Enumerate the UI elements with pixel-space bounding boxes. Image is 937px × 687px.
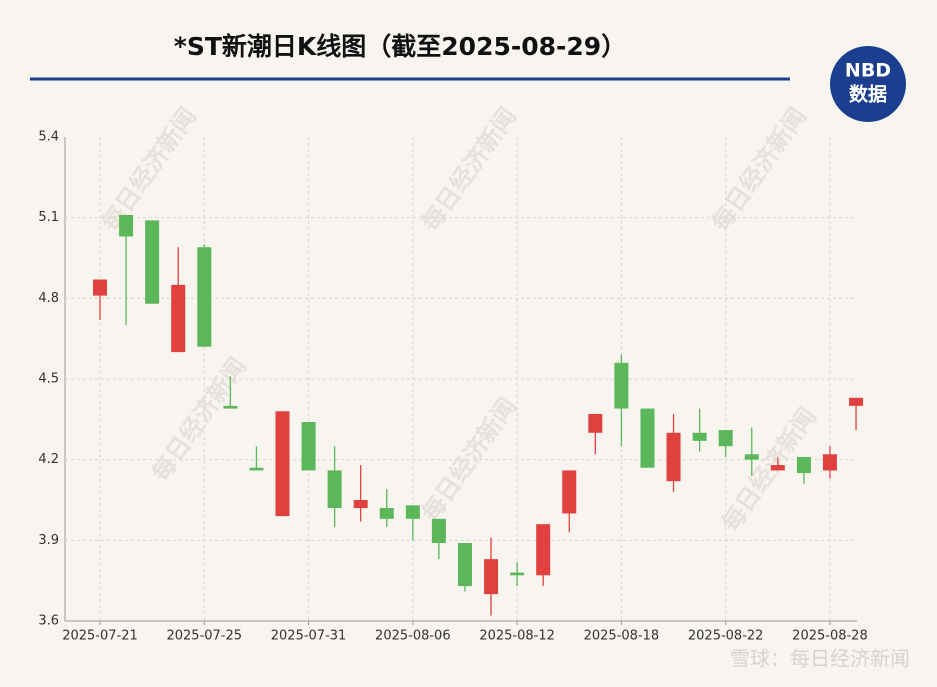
y-tick-label: 5.4 <box>38 130 59 145</box>
y-tick-label: 5.1 <box>38 210 59 225</box>
candle-body <box>666 432 681 482</box>
x-tick-label: 2025-07-21 <box>62 629 138 644</box>
candle-body <box>457 543 472 587</box>
candle-body <box>171 284 186 353</box>
chart-title: *ST新潮日K线图（截至2025-08-29） <box>174 32 626 61</box>
y-tick-label: 4.5 <box>38 372 59 387</box>
logo <box>830 46 906 122</box>
candle-body <box>484 559 499 595</box>
candle-body <box>536 524 551 576</box>
candle-body <box>718 430 733 447</box>
x-tick-label: 2025-08-12 <box>479 629 555 644</box>
x-tick-label: 2025-08-06 <box>375 629 451 644</box>
candle-body <box>301 422 316 471</box>
candle-body <box>327 470 342 509</box>
candle-body <box>275 411 290 517</box>
candle-body <box>588 413 603 433</box>
candle-body <box>614 362 629 409</box>
candle-body <box>510 572 525 576</box>
y-tick-label: 4.2 <box>38 452 59 467</box>
logo-bottom: 数据 <box>849 83 887 106</box>
candle-body <box>796 456 811 474</box>
candle-body <box>822 454 837 471</box>
x-tick-label: 2025-07-31 <box>271 629 347 644</box>
y-tick-label: 3.9 <box>38 533 59 548</box>
candle-body <box>249 467 264 471</box>
candle-body <box>223 405 238 409</box>
candle-body <box>353 500 368 509</box>
candle-body <box>744 454 759 460</box>
x-tick-label: 2025-08-18 <box>584 629 660 644</box>
logo-top: NBD <box>845 60 891 82</box>
x-tick-label: 2025-08-22 <box>688 629 764 644</box>
candle-body <box>770 465 785 471</box>
candle-body <box>379 508 394 519</box>
x-tick-label: 2025-08-28 <box>792 629 868 644</box>
footer-watermark: 雪球：每日经济新闻 <box>730 647 910 671</box>
x-tick-label: 2025-07-25 <box>166 629 242 644</box>
candle-body <box>119 214 134 237</box>
candle-body <box>849 397 864 406</box>
candle-body <box>562 470 577 514</box>
candle-body <box>145 220 160 304</box>
candle-body <box>93 279 107 296</box>
y-tick-label: 3.6 <box>38 614 59 629</box>
candle-body <box>405 505 420 519</box>
y-tick-label: 4.8 <box>38 291 59 306</box>
candle-body <box>640 408 655 468</box>
candle-body <box>197 247 212 347</box>
candle-body <box>431 518 446 544</box>
candle-body <box>692 432 707 441</box>
